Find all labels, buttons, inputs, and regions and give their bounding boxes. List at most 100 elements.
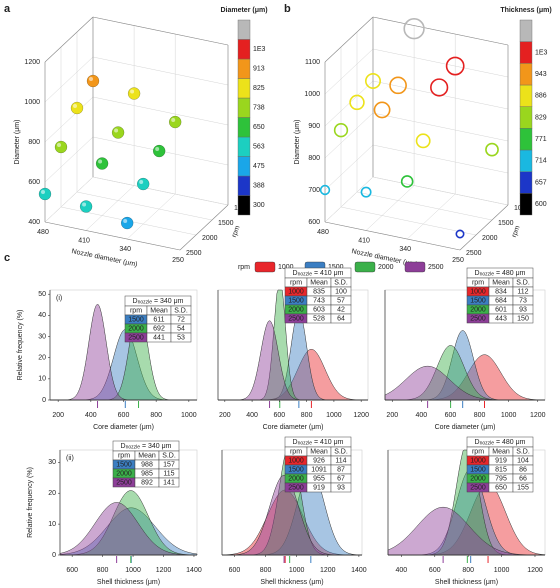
legend-label: 1500	[328, 264, 344, 271]
table-title-sub: nozzle	[126, 445, 141, 451]
table-rpm: 2500	[128, 334, 144, 341]
table-title: Dnozzle = 410 μm	[293, 439, 344, 447]
x-tick-label: 1000	[125, 567, 141, 574]
colorbar-over	[519, 19, 533, 42]
table-header: rpm	[118, 452, 130, 459]
y-tick-label: 2000	[202, 235, 218, 242]
colorbar-cell	[519, 149, 533, 172]
table-header: S.D.	[516, 448, 530, 455]
axis-edge	[324, 16, 374, 63]
sphere-highlight	[82, 202, 87, 207]
table-cell	[330, 482, 352, 493]
grid-line	[372, 112, 509, 142]
table-rpm: 1000	[288, 457, 304, 464]
sphere-point	[152, 144, 166, 158]
table-title-main: D	[475, 439, 480, 446]
grid-line	[92, 56, 229, 86]
colorbar-cell	[237, 117, 251, 138]
table-rpm: 2000	[288, 306, 304, 313]
z-tick-label: 1000	[24, 99, 40, 106]
ring-point	[455, 229, 465, 239]
sphere-highlight	[57, 143, 61, 147]
grid-line	[324, 80, 374, 127]
x-tick-label: 1200	[156, 567, 172, 574]
legend-label: 1000	[278, 264, 294, 271]
colorbar-tick-label: 300	[253, 202, 265, 209]
grid-line	[44, 176, 94, 223]
axis-edge	[44, 221, 181, 251]
table-header: Mean	[492, 448, 510, 455]
axis-edge	[372, 16, 509, 46]
y-axis-label: Relative frequency (%)	[17, 310, 24, 381]
y-tick-label: 30	[48, 459, 56, 466]
sphere-highlight	[139, 180, 144, 185]
legend-swatch	[254, 261, 276, 273]
ring-point	[400, 175, 414, 188]
colorbar-cell	[519, 128, 533, 151]
table-rpm: 1500	[470, 297, 486, 304]
x-tick-label: 480	[317, 229, 329, 236]
x-axis-label: Core diameter (μm)	[435, 424, 496, 431]
table-rpm: 2000	[288, 475, 304, 482]
axis-edge	[179, 204, 229, 251]
table-rpm: 2000	[128, 325, 144, 332]
table-rpm: 1500	[470, 466, 486, 473]
colorbar-tick-label: 563	[253, 144, 265, 151]
table-mean: 601	[495, 306, 507, 313]
x-tick-label: 340	[119, 246, 131, 253]
x-tick-label: 600	[118, 412, 130, 419]
sphere-highlight	[114, 128, 119, 133]
table-title: Dnozzle = 410 μm	[293, 270, 344, 278]
x-tick-label: 800	[301, 412, 313, 419]
colorbar-tick-label: 829	[535, 114, 547, 121]
x-axis-label: Core diameter (μm)	[263, 424, 324, 431]
x-tick-label: 480	[37, 229, 49, 236]
table-sd: 157	[163, 461, 175, 468]
table-mean: 892	[141, 479, 153, 486]
table-title-rest: = 410 μm	[312, 270, 344, 277]
table-header: rpm	[290, 279, 302, 286]
colorbar-cell	[237, 78, 251, 99]
table-rpm: 2500	[470, 484, 486, 491]
table-title-sub: nozzle	[480, 272, 495, 278]
x-axis-label: Shell thickness (μm)	[260, 579, 323, 586]
sphere-point	[79, 200, 93, 213]
x-tick-label: 800	[150, 412, 162, 419]
table-rpm: 1000	[470, 457, 486, 464]
table-rpm: 1500	[288, 466, 304, 473]
table-rpm: 1000	[288, 288, 304, 295]
sphere-point	[111, 126, 125, 139]
x-tick-label: 800	[260, 567, 272, 574]
ring-point	[445, 56, 465, 76]
sphere-highlight	[155, 147, 160, 152]
x-tick-label: 400	[85, 412, 97, 419]
table-mean: 611	[153, 316, 164, 323]
table-header: rpm	[130, 307, 142, 314]
table-title-sub: nozzle	[298, 272, 313, 278]
table-header: rpm	[472, 448, 484, 455]
z-tick-label: 600	[28, 179, 40, 186]
colorbar-cell	[237, 156, 251, 177]
table-rpm: 2500	[288, 484, 304, 491]
axis-edge	[459, 204, 509, 251]
colorbar-tick-label: 657	[535, 179, 547, 186]
x-tick-label: 600	[229, 567, 241, 574]
sphere-point	[38, 187, 52, 201]
sphere-point	[54, 140, 68, 154]
ring-point	[389, 76, 407, 95]
x-tick-label: 600	[429, 567, 441, 574]
panel-label: a	[4, 3, 11, 15]
x-tick-label: 410	[78, 237, 90, 244]
ring-point	[364, 73, 381, 90]
table-mean: 1091	[311, 466, 327, 473]
z-axis-label: Diameter (μm)	[14, 120, 21, 165]
table-sd: 42	[337, 306, 345, 313]
sphere-point	[95, 157, 109, 170]
x-tick-label: 400	[396, 567, 408, 574]
colorbar-tick-label: 886	[535, 93, 547, 100]
sphere-point	[168, 115, 182, 129]
colorbar-cell	[519, 63, 533, 86]
table-header: S.D.	[334, 279, 348, 286]
colorbar-tick-label: 1E3	[253, 46, 266, 53]
y-axis-label: rpm	[511, 225, 522, 239]
